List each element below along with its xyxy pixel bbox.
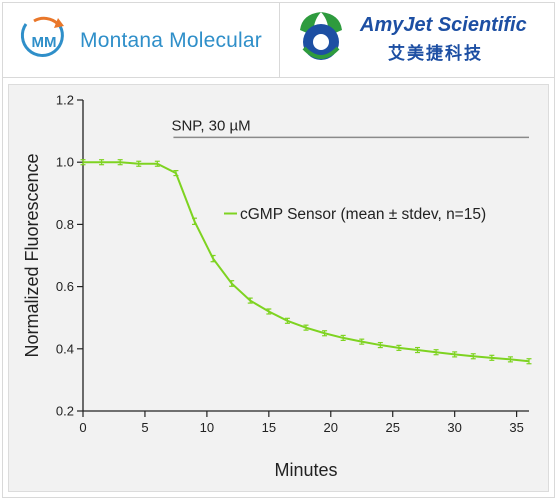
- x-tick-label: 35: [509, 420, 523, 435]
- x-tick-label: 30: [447, 420, 461, 435]
- amyjet-name-cn: 艾美捷科技: [388, 44, 483, 63]
- y-tick-label: 0.6: [56, 279, 74, 294]
- y-tick-label: 1.0: [56, 155, 74, 170]
- logo-arrow: [54, 18, 64, 28]
- montana-molecular-logo: MM: [20, 16, 64, 57]
- logo-leaf-right: [321, 12, 342, 36]
- x-axis-label: Minutes: [274, 460, 337, 480]
- amyjet-name: AmyJet Scientific: [360, 14, 527, 36]
- mm-monogram: MM: [32, 34, 57, 51]
- y-tick-label: 0.8: [56, 217, 74, 232]
- x-tick-label: 15: [262, 420, 276, 435]
- y-tick-label: 0.4: [56, 341, 74, 356]
- series-line: [83, 161, 530, 363]
- montana-molecular-name: Montana Molecular: [80, 29, 262, 52]
- logo-swoosh: [302, 46, 340, 59]
- chart-text: Normalized Fluorescence Minutes cGMP Sen…: [22, 117, 486, 480]
- logo-ring-blue: [20, 23, 64, 57]
- y-tick-label: 1.2: [56, 93, 74, 108]
- series-marks: [80, 159, 532, 365]
- y-tick-label: 0.2: [56, 404, 74, 419]
- y-axis-label: Normalized Fluorescence: [22, 153, 42, 357]
- snp-annotation-label: SNP, 30 µM: [171, 117, 250, 134]
- legend-label: cGMP Sensor (mean ± stdev, n=15): [240, 206, 486, 223]
- x-tick-label: 0: [79, 420, 86, 435]
- chart-panel: [8, 84, 549, 492]
- x-tick-label: 10: [200, 420, 214, 435]
- x-tick-label: 25: [385, 420, 399, 435]
- x-tick-label: 5: [141, 420, 148, 435]
- x-tick-label: 20: [324, 420, 338, 435]
- logo-leaf-left: [300, 12, 321, 36]
- header-separator: [279, 2, 280, 77]
- logo-circle-inner: [313, 34, 329, 50]
- amyjet-logo: [300, 12, 342, 60]
- axes: 0.2 0.4 0.6 0.8 1.0 1.2 0 5 10 15 20 25 30 35: [56, 93, 529, 435]
- header-divider: [2, 77, 555, 78]
